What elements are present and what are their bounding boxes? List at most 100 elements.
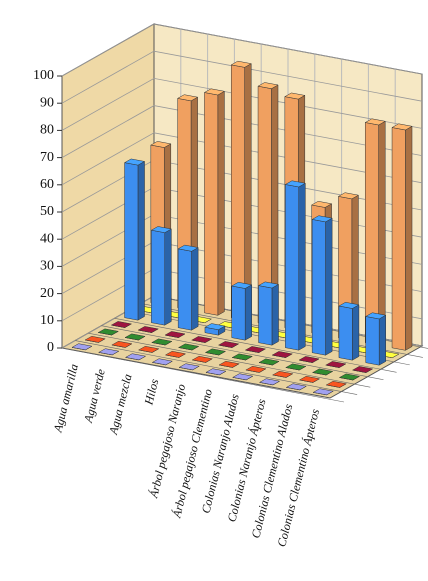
bar (151, 338, 173, 346)
y-tick-label: 10 (40, 313, 54, 328)
bar (312, 388, 334, 396)
x-tick-label: Agua amarilla (50, 363, 81, 435)
bar-top (285, 363, 307, 371)
bar (272, 370, 294, 378)
bar-top (231, 282, 253, 289)
bar (325, 380, 348, 388)
bar-top (231, 353, 253, 361)
bar-top (205, 368, 227, 376)
bar-top (298, 375, 321, 383)
bar-top (272, 370, 294, 378)
bar (258, 378, 281, 386)
y-tick-label: 70 (40, 150, 54, 165)
bar-side (352, 304, 360, 361)
bar (204, 348, 227, 356)
bar-top (204, 323, 226, 331)
bar-side (244, 63, 252, 321)
grid-line (61, 132, 423, 186)
bar-top (312, 388, 334, 396)
bar (124, 333, 146, 341)
x-tick-label: Hilos (141, 377, 161, 407)
bar-side (378, 120, 386, 346)
bar (257, 281, 280, 346)
bar-top (285, 383, 308, 391)
bar-side (325, 217, 333, 356)
bar (231, 282, 253, 341)
bar-top (176, 94, 199, 102)
bar (218, 360, 240, 368)
bar-side (405, 125, 413, 351)
bar-top (311, 368, 334, 376)
bar (284, 180, 307, 351)
bar-top (124, 353, 147, 361)
floor-line (101, 325, 384, 381)
bar-top (177, 244, 199, 252)
bar (285, 363, 307, 371)
y-tick-label: 20 (40, 286, 54, 301)
bar-top (311, 215, 333, 223)
bar-top (284, 92, 306, 100)
bar (338, 302, 360, 361)
bar (298, 356, 320, 363)
bar-top (391, 123, 413, 131)
bar (232, 373, 254, 381)
bar-front (177, 248, 192, 331)
bar (231, 353, 253, 361)
bar-top (123, 158, 146, 166)
bar-front (231, 285, 246, 341)
bar-top (230, 60, 252, 68)
bar-top (71, 343, 93, 351)
bar (244, 346, 267, 353)
bar (150, 226, 173, 326)
bar-front (230, 64, 245, 321)
floor-line (75, 340, 358, 395)
bar (110, 321, 133, 328)
bar (191, 336, 213, 343)
bar (351, 366, 374, 373)
bar-top (258, 378, 281, 386)
bar-top (150, 141, 172, 148)
bar-top (271, 351, 293, 358)
bar (311, 215, 333, 356)
bar (111, 340, 133, 348)
y-tick-label: 100 (33, 68, 54, 83)
bar-side (164, 228, 172, 326)
bar-front (151, 229, 166, 326)
bar (311, 368, 334, 376)
bar-side (217, 90, 225, 316)
bar-top (164, 350, 187, 358)
bar (84, 335, 106, 343)
bar (364, 118, 386, 346)
bar (258, 358, 280, 366)
bar-top (177, 343, 200, 351)
bar (338, 373, 361, 381)
bar-top (191, 355, 214, 363)
bar-side (191, 247, 199, 331)
bar (325, 361, 347, 368)
floor-line (88, 332, 371, 388)
y-tick-label: 80 (40, 123, 54, 138)
bar-top (257, 82, 279, 89)
bar (285, 383, 308, 391)
bar-top (111, 340, 133, 348)
bar-top (284, 180, 307, 188)
bar-front (391, 127, 406, 351)
bar-side (271, 283, 279, 346)
bar (178, 363, 200, 371)
bar (230, 60, 252, 321)
bar-top (110, 321, 133, 328)
bar (391, 123, 413, 351)
bar (271, 351, 293, 358)
bar (123, 158, 146, 321)
y-tick-label: 60 (40, 177, 54, 192)
y-tick-label: 90 (40, 95, 54, 110)
bar-top (191, 336, 213, 343)
bar (217, 341, 240, 348)
bar-top (218, 360, 240, 368)
bar (365, 312, 387, 366)
bar (138, 345, 160, 353)
bar-top (137, 326, 159, 333)
grid-line (61, 50, 423, 104)
bar-side (298, 182, 306, 351)
bar-top (298, 356, 320, 363)
